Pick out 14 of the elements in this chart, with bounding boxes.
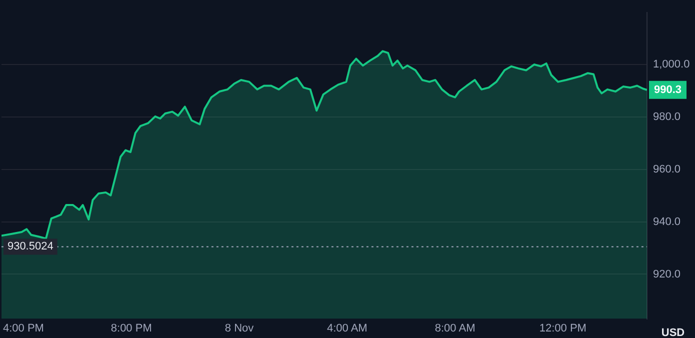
x-tick-label: 4:00 AM	[326, 322, 368, 334]
x-tick-label: 8:00 AM	[434, 322, 476, 334]
y-tick-label: 980.0	[653, 110, 681, 123]
x-tick-label: 8:00 PM	[110, 322, 152, 334]
x-tick-label: 8 Nov	[224, 322, 254, 334]
y-tick-label: 920.0	[653, 268, 681, 280]
y-axis-title: USD	[661, 326, 685, 338]
data-label: 990.3	[654, 84, 682, 96]
y-tick-label: 940.0	[653, 216, 681, 228]
ref-line-label: 930.5024	[7, 240, 54, 253]
y-tick-label: 960.0	[653, 163, 681, 176]
x-tick-label: 4:00 PM	[3, 322, 44, 334]
x-tick-label: 12:00 PM	[539, 322, 586, 334]
y-tick-label: 1,000.0	[653, 58, 690, 71]
